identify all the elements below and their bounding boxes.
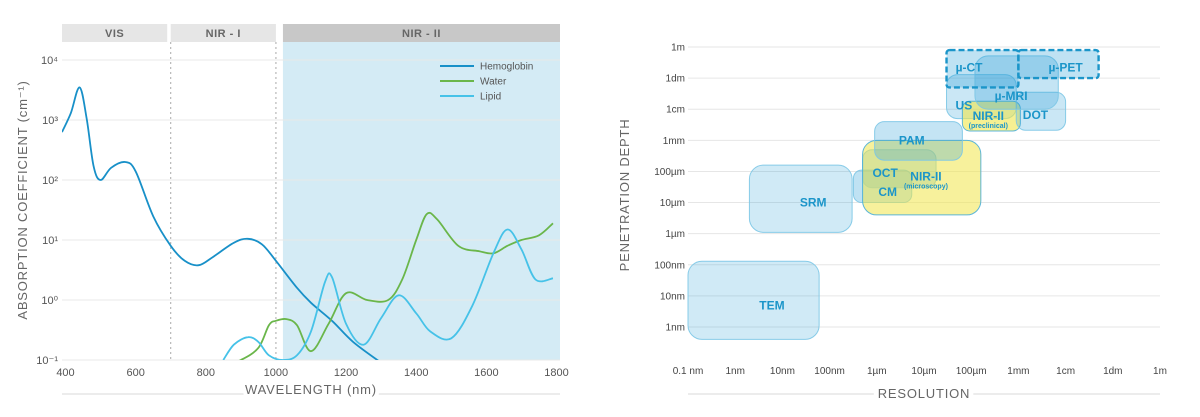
x-tick-label: 10µm [911,366,936,377]
band-header-vis [62,24,168,42]
x-tick-label: 100µm [956,366,987,377]
x-tick-label: 0.1 nm [673,366,704,377]
x-tick-labels: 0.1 nm 1nm 10nm 100nm 1µm 10µm 100µm 1mm 1cm 1dm 1… [673,366,1167,377]
y-tick-label: 10³ [42,115,58,127]
y-tick-label: 1mm [663,136,685,147]
y-tick-label: 10⁴ [41,55,58,67]
region-tem [687,260,820,340]
x-tick-label: 1200 [334,367,358,379]
modality-label-srm: SRM [800,196,827,210]
y-tick-label: 10² [42,175,58,187]
y-axis-title: ABSORPTION COEFFICIENT (cm⁻¹) [15,80,30,319]
x-tick-label: 1000 [264,367,288,379]
y-gridlines [62,59,560,361]
series-water [238,211,554,360]
y-tick-label: 10¹ [42,235,58,247]
x-tick-label: 1nm [725,366,744,377]
modality-label-tem: TEM [759,298,784,312]
band-header-nir-i [170,24,276,42]
y-tick-label: 1µm [665,229,685,240]
modality-label-oct: OCT [872,166,898,180]
region-srm [748,164,853,233]
x-axis-title: RESOLUTION [878,386,971,401]
x-tick-label: 400 [56,367,74,379]
x-tick-label: 800 [197,367,215,379]
wavelength-band-headers: VIS NIR - I NIR - II [62,24,560,42]
y-tick-label: 10⁰ [41,295,58,307]
x-tick-label: 100nm [814,366,845,377]
modality-sublabel: (preclinical) [969,123,1008,130]
y-tick-label: 1cm [666,105,685,116]
x-tick-label: 1400 [404,367,428,379]
nir-ii-shade [282,42,560,360]
y-tick-label: 100µm [654,167,685,178]
legend-label-hemoglobin: Hemoglobin [480,62,533,73]
modality-label-us: US [956,99,973,113]
y-tick-label: 10nm [660,291,685,302]
modality-regions [687,48,1100,340]
modality-sublabel: (microscopy) [904,183,948,190]
absorption-series [62,86,554,360]
y-tick-label: 1nm [666,323,685,334]
y-tick-label: 1m [671,43,685,54]
y-tick-label: 100nm [654,260,685,271]
band-label-nir-i: NIR - I [206,28,241,40]
modality-label-cm: CM [878,185,897,199]
legend-label-lipid: Lipid [480,92,501,103]
x-tick-labels: 400 600 800 1000 1200 1400 1600 1800 [56,367,568,379]
region-dot [1015,91,1067,131]
x-tick-label: 1µm [867,366,887,377]
modality-label-pam: PAM [899,133,925,147]
region-nir-ii-preclinical [961,100,1021,132]
nir-ii-shaded-region [282,42,560,360]
x-tick-label: 1800 [544,367,568,379]
x-tick-label: 10nm [770,366,795,377]
band-dividers [170,42,277,360]
y-tick-label: 1dm [666,74,685,85]
absorption-chart: VIS NIR - I NIR - II 10⁻¹ 10⁰ 10¹ 10² 10³ 10⁴ 4… [15,24,569,401]
x-tick-label: 1dm [1103,366,1122,377]
modality-label-nir-ii: NIR-II [973,109,1004,123]
x-tick-label: 1cm [1056,366,1075,377]
region-pet [1017,48,1100,80]
legend: Hemoglobin Water Lipid [440,62,533,103]
y-axis-title: PENETRATION DEPTH [617,119,632,272]
region-mri [974,55,1059,110]
x-tick-label: 600 [126,367,144,379]
modality-label-mri: µ-MRI [995,89,1028,103]
modality-label-nir-ii: NIR-II [910,169,941,183]
y-tick-labels: 1m 1dm 1cm 1mm 100µm 10µm 1µm 100nm 10nm 1nm [654,43,685,334]
series-lipid [222,228,554,360]
series-hemoglobin [62,86,379,360]
band-header-nir-ii [282,24,560,42]
modality-label-pet: µ-PET [1048,60,1083,74]
modality-label-ct: µ-CT [956,60,984,74]
y-tick-label: 10⁻¹ [36,355,58,367]
x-tick-label: 1600 [474,367,498,379]
y-tick-labels: 10⁻¹ 10⁰ 10¹ 10² 10³ 10⁴ [36,55,58,367]
x-tick-label: 1mm [1007,366,1029,377]
x-tick-label: 1m [1153,366,1167,377]
x-axis-title: WAVELENGTH (nm) [245,382,377,397]
region-nir-ii-microscopy [862,139,982,216]
region-pam [874,121,963,161]
band-label-vis: VIS [105,28,124,40]
modality-label-dot: DOT [1023,108,1049,122]
y-tick-label: 10µm [660,198,685,209]
legend-label-water: Water [480,77,507,88]
band-label-nir-ii: NIR - II [402,28,441,40]
